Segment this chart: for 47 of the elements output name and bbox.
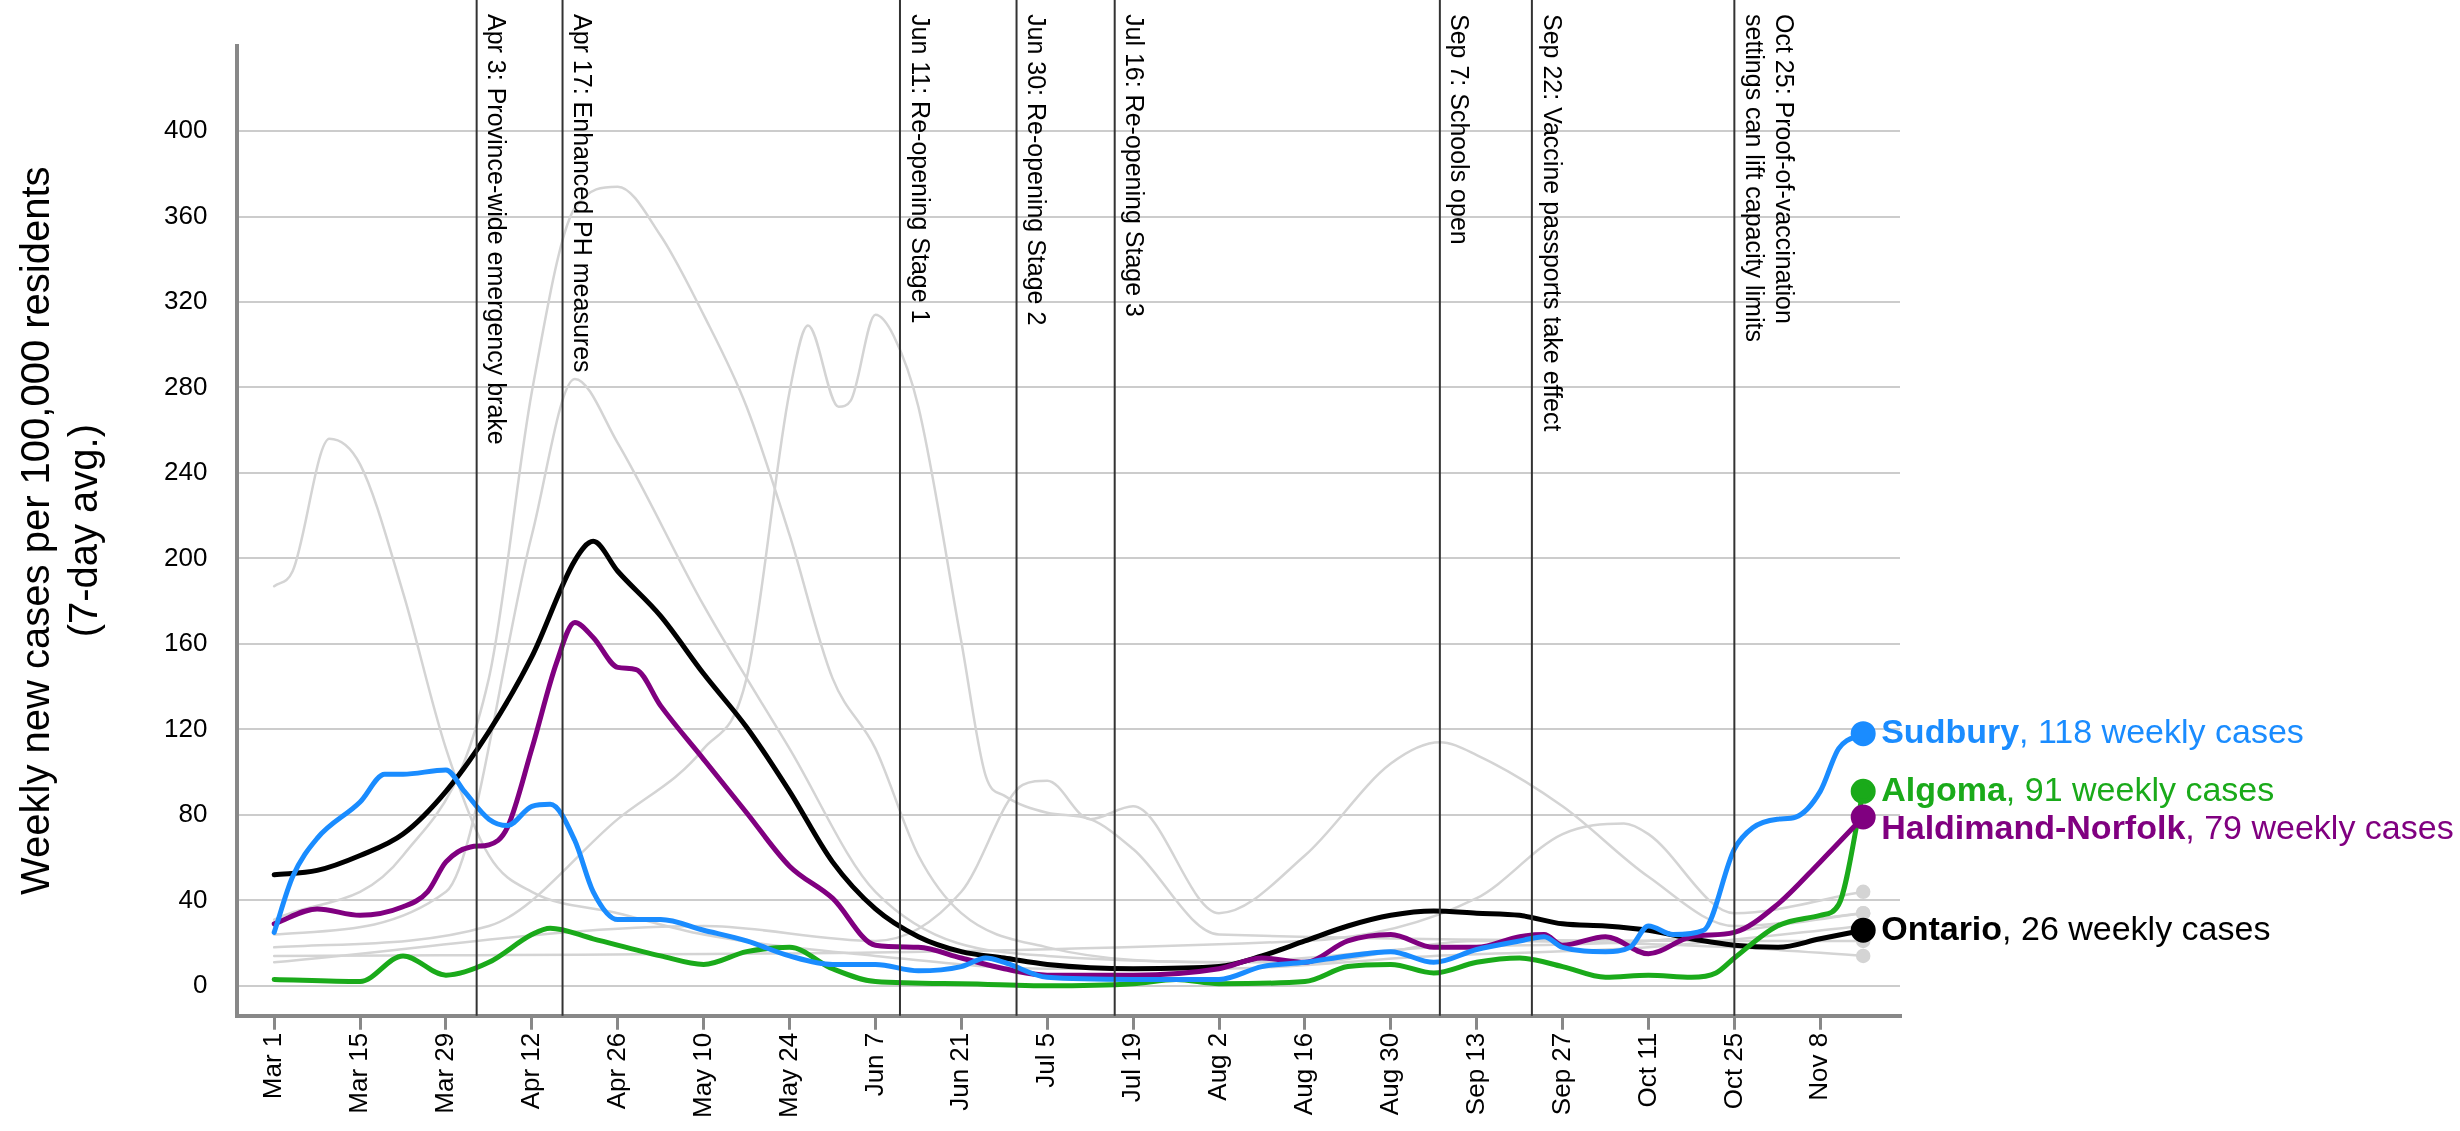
y-tick-label: 160 [163,627,208,658]
x-tick-label: Sep 27 [1545,1032,1576,1116]
y-tick-label: 200 [163,541,208,572]
y-tick-label: 40 [178,883,208,914]
ref-line-label: Jun 11: Re-opening Stage 1 [906,14,935,324]
y-tick-label: 320 [163,285,208,316]
series-label: Sudbury [1881,712,2020,751]
ref-line-label: Sep 22: Vaccine passports take effect [1538,14,1567,432]
ref-line-label: Sep 7: Schools open [1446,14,1475,245]
x-tick-label: Apr 26 [600,1032,631,1110]
text: , 118 weekly cases [2019,712,2304,751]
text: , 26 weekly cases [2002,908,2271,947]
y-axis-title: Weekly new cases per 100,000 residents (7-day avg.) [13,166,106,895]
x-tick-label: Sep 13 [1459,1032,1490,1116]
y-tick-label: 280 [163,370,208,401]
text: , 79 weekly cases [2185,807,2454,846]
y-tick-label: 240 [163,456,208,487]
x-tick-label: Apr 12 [515,1032,546,1110]
ref-line-label: Apr 3: Province-wide emergency brake [483,14,512,445]
text: , 91 weekly cases [2005,769,2275,808]
series-label: Algoma [1881,769,2007,808]
y-tick-label: 80 [178,798,208,829]
x-tick-label: Aug 30 [1373,1032,1404,1116]
y-tick-label: 120 [163,712,208,743]
x-tick-label: Aug 16 [1288,1032,1319,1116]
x-tick-label: Mar 15 [343,1032,374,1114]
y-tick-label: 360 [163,199,208,230]
x-tick-label: Jul 5 [1030,1032,1061,1088]
x-tick-label: Jul 19 [1116,1032,1147,1103]
x-tick-label: Mar 29 [429,1032,460,1114]
x-tick-label: Mar 1 [257,1032,288,1100]
y-tick-label: 400 [163,114,208,145]
ref-line-label: Jul 16: Re-opening Stage 3 [1121,14,1150,317]
ref-line-label: Oct 25: Proof-of-vaccination settings can lift capacity limits [1740,14,1799,342]
x-tick-label: Nov 8 [1803,1032,1834,1101]
ref-line-label: Apr 17: Enhanced PH measures [569,14,598,373]
series-label: Haldimand-Norfolk [1881,807,2186,846]
x-tick-label: Jun 21 [944,1032,975,1111]
x-tick-label: Oct 11 [1631,1032,1662,1108]
x-tick-label: Jun 7 [858,1032,889,1097]
x-tick-label: Aug 2 [1202,1032,1233,1101]
x-tick-label: May 24 [772,1032,803,1118]
ref-line-label: Jun 30: Re-opening Stage 2 [1023,14,1052,326]
x-tick-label: Oct 25 [1717,1032,1748,1110]
series-label: Ontario [1881,908,2003,947]
x-tick-label: May 10 [686,1032,717,1118]
y-tick-label: 0 [192,968,208,999]
